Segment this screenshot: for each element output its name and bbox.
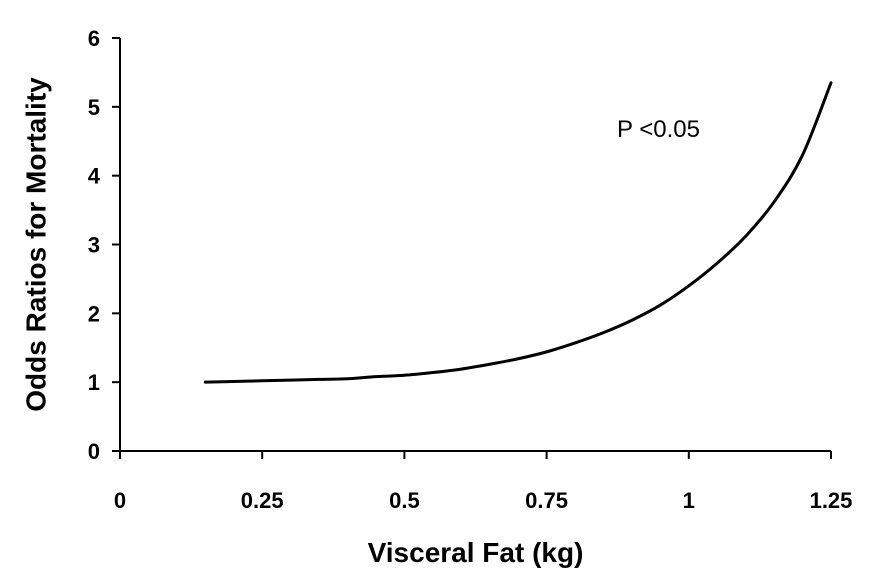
x-tick-label: 1.25	[810, 488, 853, 513]
x-tick-label: 0	[114, 488, 126, 513]
y-tick-label: 0	[88, 439, 100, 464]
y-axis-title: Odds Ratios for Mortality	[20, 77, 51, 412]
y-tick-label: 1	[88, 370, 100, 395]
x-tick-label: 0.25	[241, 488, 284, 513]
x-tick-label: 0.5	[389, 488, 420, 513]
x-axis-title: Visceral Fat (kg)	[368, 537, 584, 568]
ticks-layer: 0 1 2 3 4 5 6 0 0.25 0.5 0.75 1 1.25	[88, 26, 853, 513]
y-tick-label: 5	[88, 95, 100, 120]
p-value-annotation: P <0.05	[617, 116, 700, 143]
axes-layer	[119, 38, 831, 452]
series-layer	[203, 81, 833, 384]
y-tick-label: 4	[88, 164, 101, 189]
odds-ratio-curve	[203, 81, 833, 384]
y-tick-label: 6	[88, 26, 100, 51]
y-tick-label: 3	[88, 233, 100, 258]
x-tick-label: 0.75	[525, 488, 568, 513]
x-tick-label: 1	[683, 488, 695, 513]
y-tick-label: 2	[88, 301, 100, 326]
